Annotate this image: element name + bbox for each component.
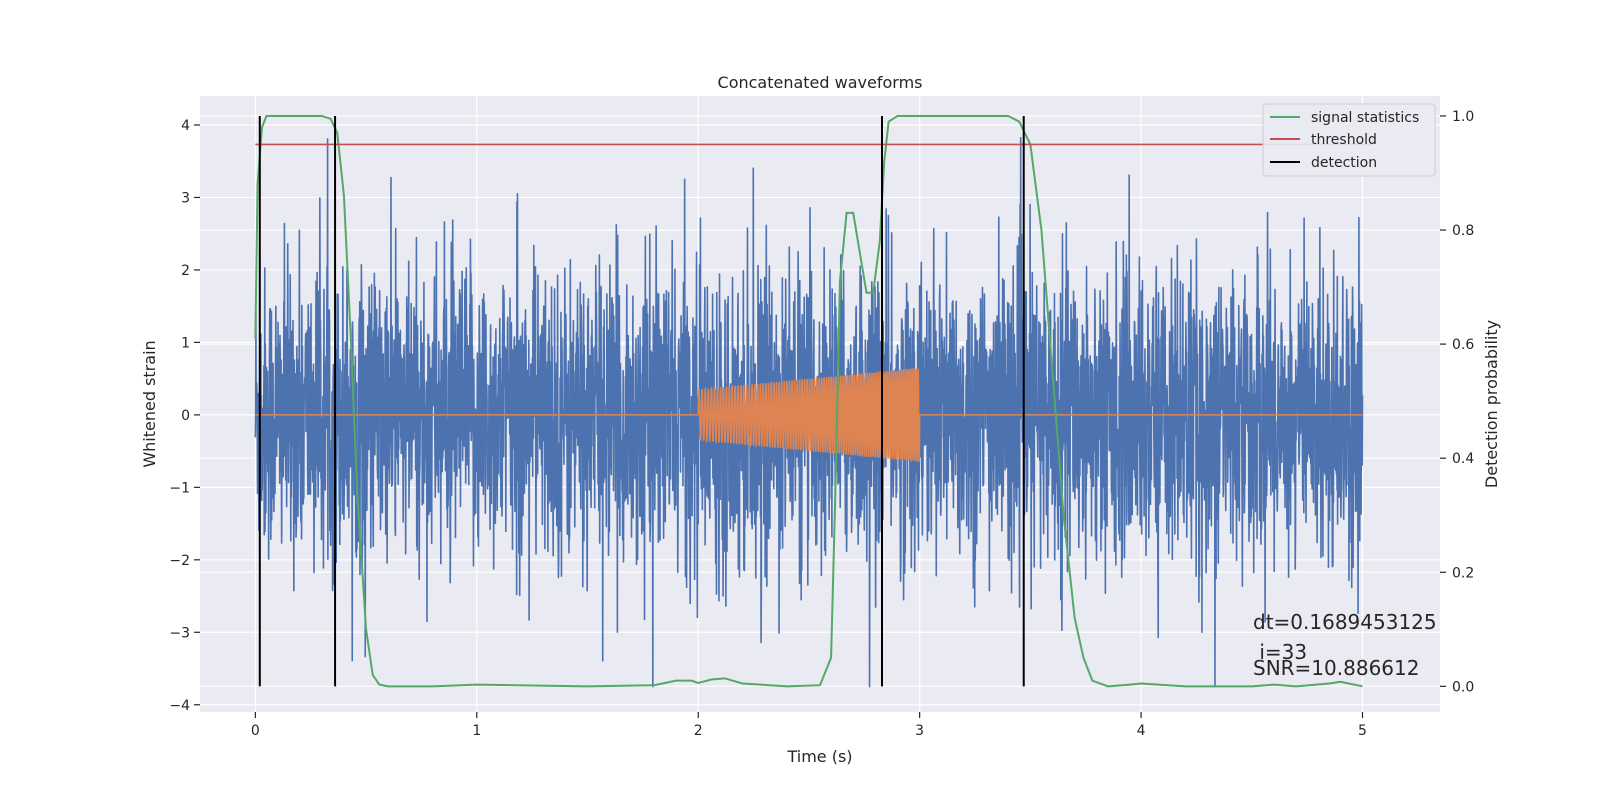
annotation-snr: SNR=10.886612: [1253, 656, 1419, 680]
y-tick-label: −4: [169, 698, 190, 714]
y-tick-label: −1: [169, 480, 190, 496]
y-tick-label: 3: [181, 190, 190, 206]
left-axis: 4 3 2 1 0 −1 −2 −3 −4: [169, 118, 200, 714]
y2-tick-label: 0.4: [1452, 451, 1474, 467]
detection-layer: [258, 115, 1025, 687]
x-axis-label: Time (s): [786, 747, 852, 766]
y2-tick-label: 0.0: [1452, 679, 1474, 695]
x-tick-label: 3: [915, 723, 924, 739]
legend-box: [1262, 103, 1436, 177]
legend-label-threshold: threshold: [1311, 132, 1377, 148]
legend-label-signal-statistics: signal statistics: [1311, 110, 1419, 126]
y2-tick-label: 0.2: [1452, 565, 1474, 581]
annotation-dt: dt=0.1689453125: [1253, 610, 1437, 634]
signal-statistics-layer: [254, 114, 1363, 688]
right-axis: 1.0 0.8 0.6 0.4 0.2 0.0: [1440, 109, 1474, 695]
y2-axis-label: Detection probability: [1482, 320, 1501, 488]
y-tick-label: −2: [169, 553, 190, 569]
x-tick-label: 5: [1358, 723, 1367, 739]
x-tick-label: 0: [251, 723, 260, 739]
annotation-i: i=33: [1253, 640, 1307, 664]
signal-statistics-line: [254, 114, 1363, 688]
y-tick-label: 4: [181, 118, 190, 134]
x-axis: 0 1 2 3 4 5: [251, 712, 1367, 739]
x-tick-label: 1: [472, 723, 481, 739]
x-tick-label: 4: [1137, 723, 1146, 739]
legend: signal statistics threshold detection: [1262, 103, 1436, 177]
y-tick-label: 2: [181, 263, 190, 279]
chart-title: Concatenated waveforms: [718, 73, 923, 92]
y-tick-label: −3: [169, 625, 190, 641]
y-tick-label: 1: [181, 335, 190, 351]
y2-tick-label: 1.0: [1452, 109, 1474, 125]
y2-tick-label: 0.8: [1452, 223, 1474, 239]
legend-label-detection: detection: [1311, 155, 1377, 171]
annotations: dt=0.1689453125 i=33 SNR=10.886612: [1253, 610, 1437, 680]
y-axis-label: Whitened strain: [140, 340, 159, 467]
y2-tick-label: 0.6: [1452, 337, 1474, 353]
y-tick-label: 0: [181, 408, 190, 424]
x-tick-label: 2: [694, 723, 703, 739]
